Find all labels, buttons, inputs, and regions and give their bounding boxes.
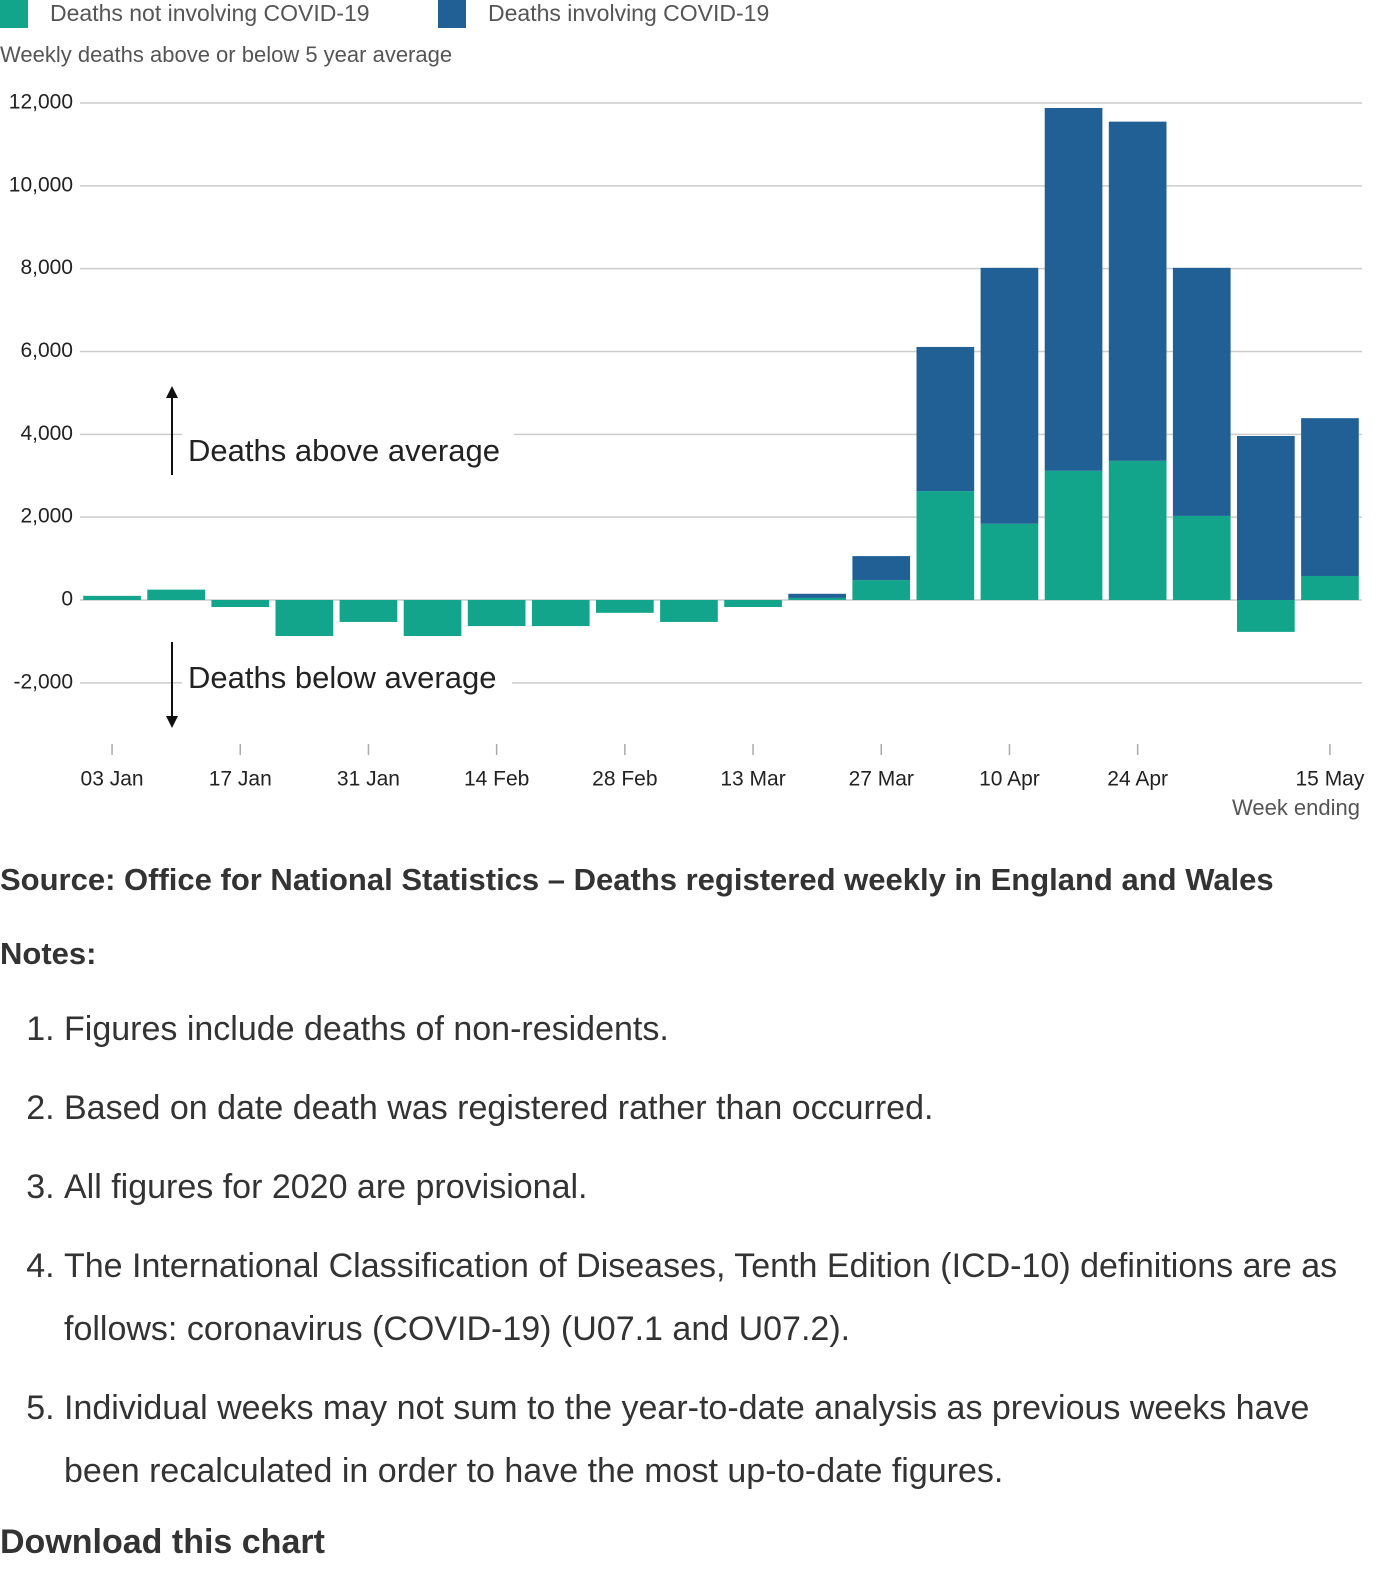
x-tick-label: 17 Jan	[209, 768, 272, 791]
annotation-bg	[182, 432, 514, 472]
bar	[467, 600, 526, 627]
bar	[724, 600, 782, 608]
x-tick-label: 10 Apr	[979, 768, 1040, 791]
y-tick-label: 2,000	[20, 505, 73, 528]
y-tick-label: 10,000	[9, 173, 73, 196]
bar	[1301, 575, 1359, 600]
annotation-bg	[182, 659, 512, 699]
x-tick-label: 31 Jan	[337, 768, 400, 791]
source: Source: Office for National Statistics –…	[0, 862, 1274, 897]
y-tick-label: 6,000	[20, 339, 73, 362]
y-tick-label: 8,000	[20, 256, 73, 279]
bar	[531, 600, 590, 627]
y-tick-label: 4,000	[20, 422, 73, 445]
y-tick-label: 0	[61, 588, 73, 611]
bar	[1108, 121, 1167, 461]
notes-list: Figures include deaths of non-residents.…	[0, 998, 1380, 1503]
bar	[275, 600, 334, 637]
x-tick-label: 28 Feb	[592, 768, 657, 791]
legend-label: Deaths not involving COVID-19	[50, 0, 370, 26]
annotation-arrowhead	[166, 716, 178, 728]
bar	[211, 600, 270, 608]
bar	[1301, 418, 1359, 576]
x-tick-label: 24 Apr	[1107, 768, 1168, 791]
chart: Weekly deaths above or below 5 year aver…	[0, 0, 1365, 820]
legend-swatch	[438, 0, 466, 28]
bar	[403, 600, 462, 637]
legend-swatch	[0, 0, 28, 28]
bar	[916, 491, 975, 600]
bar	[83, 595, 141, 600]
chart-subtitle: Weekly deaths above or below 5 year aver…	[0, 42, 452, 67]
bar	[596, 600, 654, 613]
bar	[147, 589, 205, 600]
bar	[1044, 470, 1103, 600]
bar	[1172, 515, 1231, 600]
legend-label: Deaths involving COVID-19	[488, 0, 769, 26]
bar	[1172, 267, 1231, 516]
bar	[788, 597, 846, 600]
bar	[980, 267, 1039, 524]
y-tick-label: 12,000	[9, 91, 73, 114]
note: All figures for 2020 are provisional.	[64, 1156, 1380, 1219]
footer-heading[interactable]: Download this chart	[0, 1523, 325, 1561]
annotation: Deaths below average	[188, 660, 496, 695]
x-tick-label: 13 Mar	[720, 768, 785, 791]
bar	[916, 346, 975, 492]
note: Based on date death was registered rathe…	[64, 1077, 1380, 1140]
annotation-arrowhead	[166, 386, 178, 398]
bar	[660, 600, 718, 622]
bar	[980, 523, 1039, 600]
x-axis-label: Week ending	[1232, 795, 1360, 820]
x-tick-label: 15 May	[1296, 768, 1365, 791]
notes-heading: Notes:	[0, 936, 97, 971]
text-section: Source: Office for National Statistics –…	[0, 862, 1380, 1596]
note: Individual weeks may not sum to the year…	[64, 1377, 1380, 1503]
bar	[1044, 107, 1103, 471]
note: The International Classification of Dise…	[64, 1235, 1380, 1361]
bar	[852, 580, 911, 600]
bar	[1237, 435, 1295, 600]
y-tick-label: -2,000	[13, 670, 73, 693]
x-tick-label: 27 Mar	[849, 768, 914, 791]
bar	[852, 556, 911, 581]
bar	[1108, 460, 1167, 600]
x-tick-label: 03 Jan	[81, 768, 144, 791]
bar	[1237, 600, 1295, 632]
bar	[788, 593, 846, 598]
annotation: Deaths above average	[188, 433, 500, 468]
bar	[339, 600, 398, 622]
note: Figures include deaths of non-residents.	[64, 998, 1380, 1061]
x-tick-label: 14 Feb	[464, 768, 529, 791]
